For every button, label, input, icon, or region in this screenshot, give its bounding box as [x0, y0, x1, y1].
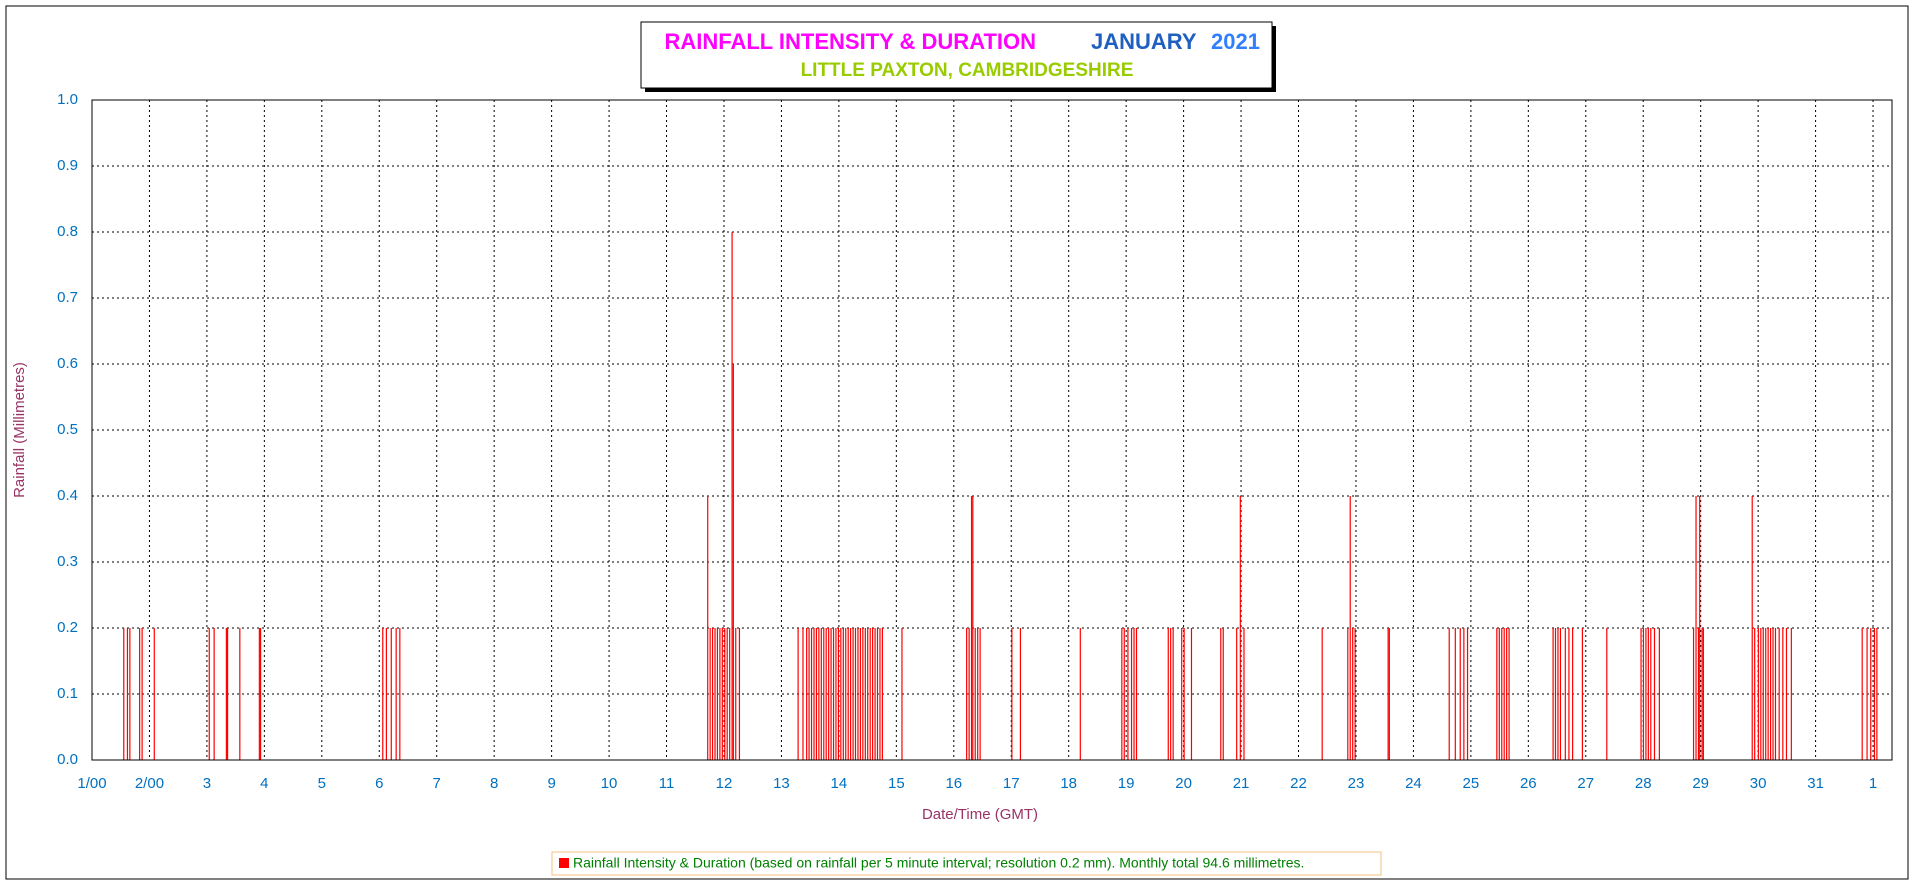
y-tick-label: 0.6: [57, 355, 78, 372]
x-tick-label: 1: [1869, 775, 1877, 792]
x-tick-label: 7: [433, 775, 441, 792]
legend-swatch: [559, 858, 569, 868]
x-tick-label: 27: [1577, 775, 1594, 792]
y-axis-title: Rainfall (Millimetres): [11, 362, 28, 498]
x-tick-label: 19: [1118, 775, 1135, 792]
y-tick-label: 0.1: [57, 685, 78, 702]
y-tick-label: 0.2: [57, 619, 78, 636]
x-tick-label: 14: [831, 775, 848, 792]
x-tick-label: 29: [1692, 775, 1709, 792]
legend-box: [551, 851, 1382, 876]
x-tick-label: 9: [547, 775, 555, 792]
x-tick-label: 21: [1233, 775, 1250, 792]
x-tick-label: 12: [716, 775, 733, 792]
x-tick-label: 26: [1520, 775, 1537, 792]
x-tick-label: 30: [1750, 775, 1767, 792]
y-tick-label: 0.8: [57, 223, 78, 240]
plot-frame: [91, 99, 1893, 761]
x-tick-label: 6: [375, 775, 383, 792]
y-tick-label: 0.3: [57, 553, 78, 570]
x-tick-label: 3: [203, 775, 211, 792]
x-axis-title: Date/Time (GMT): [922, 806, 1038, 823]
x-tick-label: 28: [1635, 775, 1652, 792]
x-tick-label: 25: [1463, 775, 1480, 792]
x-tick-label: 24: [1405, 775, 1422, 792]
x-tick-label: 15: [888, 775, 905, 792]
x-tick-label: 11: [659, 775, 675, 792]
x-tick-label: 1/00: [77, 775, 106, 792]
y-tick-label: 0.0: [57, 751, 78, 768]
y-tick-label: 0.9: [57, 157, 78, 174]
y-tick-label: 0.5: [57, 421, 78, 438]
x-tick-label: 22: [1290, 775, 1307, 792]
x-tick-label: 10: [601, 775, 618, 792]
x-tick-label: 2/00: [135, 775, 164, 792]
chart-subtitle: LITTLE PAXTON, CAMBRIDGESHIRE: [801, 60, 1134, 81]
x-tick-label: 16: [945, 775, 962, 792]
y-tick-label: 0.7: [57, 289, 78, 306]
x-tick-label: 17: [1003, 775, 1020, 792]
y-tick-label: 1.0: [57, 91, 78, 108]
title-month: JANUARY: [1091, 29, 1197, 54]
x-tick-label: 23: [1348, 775, 1365, 792]
x-tick-label: 13: [773, 775, 790, 792]
title-box: [640, 21, 1273, 89]
x-tick-label: 20: [1175, 775, 1192, 792]
y-tick-label: 0.4: [57, 487, 78, 504]
chart-title: RAINFALL INTENSITY & DURATION: [664, 29, 1036, 54]
x-tick-label: 8: [490, 775, 498, 792]
x-tick-label: 31: [1807, 775, 1824, 792]
title-year: 2021: [1211, 29, 1260, 54]
x-tick-label: 4: [260, 775, 268, 792]
legend-label: Rainfall Intensity & Duration (based on …: [573, 855, 1304, 871]
x-tick-label: 5: [318, 775, 326, 792]
x-tick-label: 18: [1060, 775, 1077, 792]
